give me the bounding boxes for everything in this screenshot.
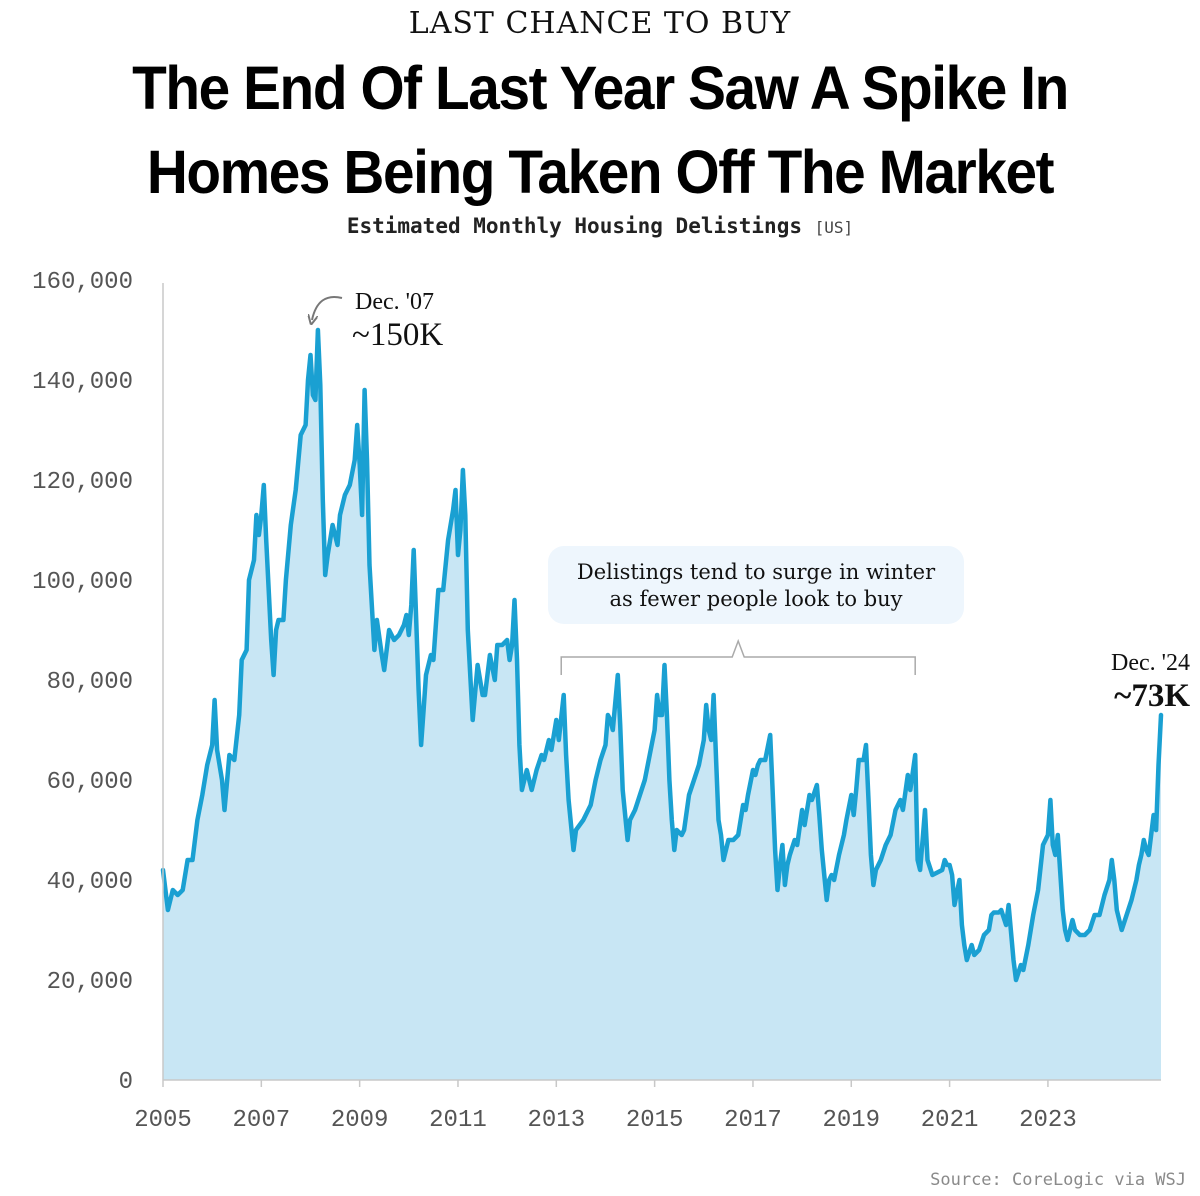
- y-tick-label: 0: [119, 1069, 133, 1096]
- delistings-area-fill: [163, 330, 1161, 1080]
- peak-arrow-icon: [312, 296, 343, 320]
- latest-value-label: ~73K: [1114, 678, 1190, 714]
- note-line-1: Delistings tend to surge in winter: [577, 560, 936, 584]
- axes: [162, 283, 1161, 1081]
- subtitle-region-tag: [US]: [814, 218, 854, 237]
- x-tick-label: 2023: [1019, 1107, 1077, 1134]
- kicker: LAST CHANCE TO BUY: [408, 6, 792, 41]
- peak-annotation: Dec. '07 ~150K: [312, 289, 443, 353]
- source-note: Source: CoreLogic via WSJ: [930, 1170, 1186, 1190]
- headline: The End Of Last Year Saw A Spike In Home…: [42, 46, 1158, 214]
- chart-subtitle: Estimated Monthly Housing Delistings [US…: [0, 214, 1200, 238]
- y-tick-label: 140,000: [32, 369, 133, 396]
- y-tick-label: 120,000: [32, 469, 133, 496]
- x-tick-label: 2021: [921, 1107, 979, 1134]
- y-tick-label: 100,000: [32, 569, 133, 596]
- x-tick-label: 2007: [233, 1107, 291, 1134]
- y-tick-label: 80,000: [47, 669, 133, 696]
- latest-annotation: Dec. '24 ~73K: [1111, 650, 1190, 714]
- headline-line-2: Homes Being Taken Off The Market: [146, 138, 1055, 206]
- x-tick-labels: 2005 2007 2009 2011 2013 2015 2017 2019 2021 2023: [134, 1080, 1077, 1134]
- x-tick-label: 2005: [134, 1107, 192, 1134]
- headline-line-1: The End Of Last Year Saw A Spike In: [132, 54, 1069, 122]
- x-tick-label: 2015: [626, 1107, 684, 1134]
- plot-area: [160, 327, 1164, 1080]
- winter-surge-note: Delistings tend to surge in winter as fe…: [548, 546, 964, 675]
- x-tick-label: 2019: [822, 1107, 880, 1134]
- x-tick-label: 2009: [331, 1107, 389, 1134]
- y-tick-label: 40,000: [47, 869, 133, 896]
- y-tick-label: 20,000: [47, 969, 133, 996]
- latest-date-label: Dec. '24: [1111, 650, 1190, 676]
- subtitle-text: Estimated Monthly Housing Delistings: [346, 214, 802, 238]
- delistings-series-line: [160, 327, 1164, 983]
- x-tick-label: 2011: [429, 1107, 487, 1134]
- note-box: [548, 546, 964, 624]
- peak-value-label: ~150K: [352, 317, 443, 353]
- y-tick-label: 60,000: [47, 769, 133, 796]
- peak-date-label: Dec. '07: [355, 289, 434, 315]
- note-line-2: as fewer people look to buy: [609, 587, 902, 611]
- x-tick-label: 2013: [527, 1107, 585, 1134]
- winter-range-bracket: [560, 638, 916, 675]
- x-tick-label: 2017: [724, 1107, 782, 1134]
- y-tick-label: 160,000: [32, 269, 133, 296]
- y-tick-labels: 0 20,000 40,000 60,000 80,000 100,000 120,000 1…: [32, 269, 133, 1096]
